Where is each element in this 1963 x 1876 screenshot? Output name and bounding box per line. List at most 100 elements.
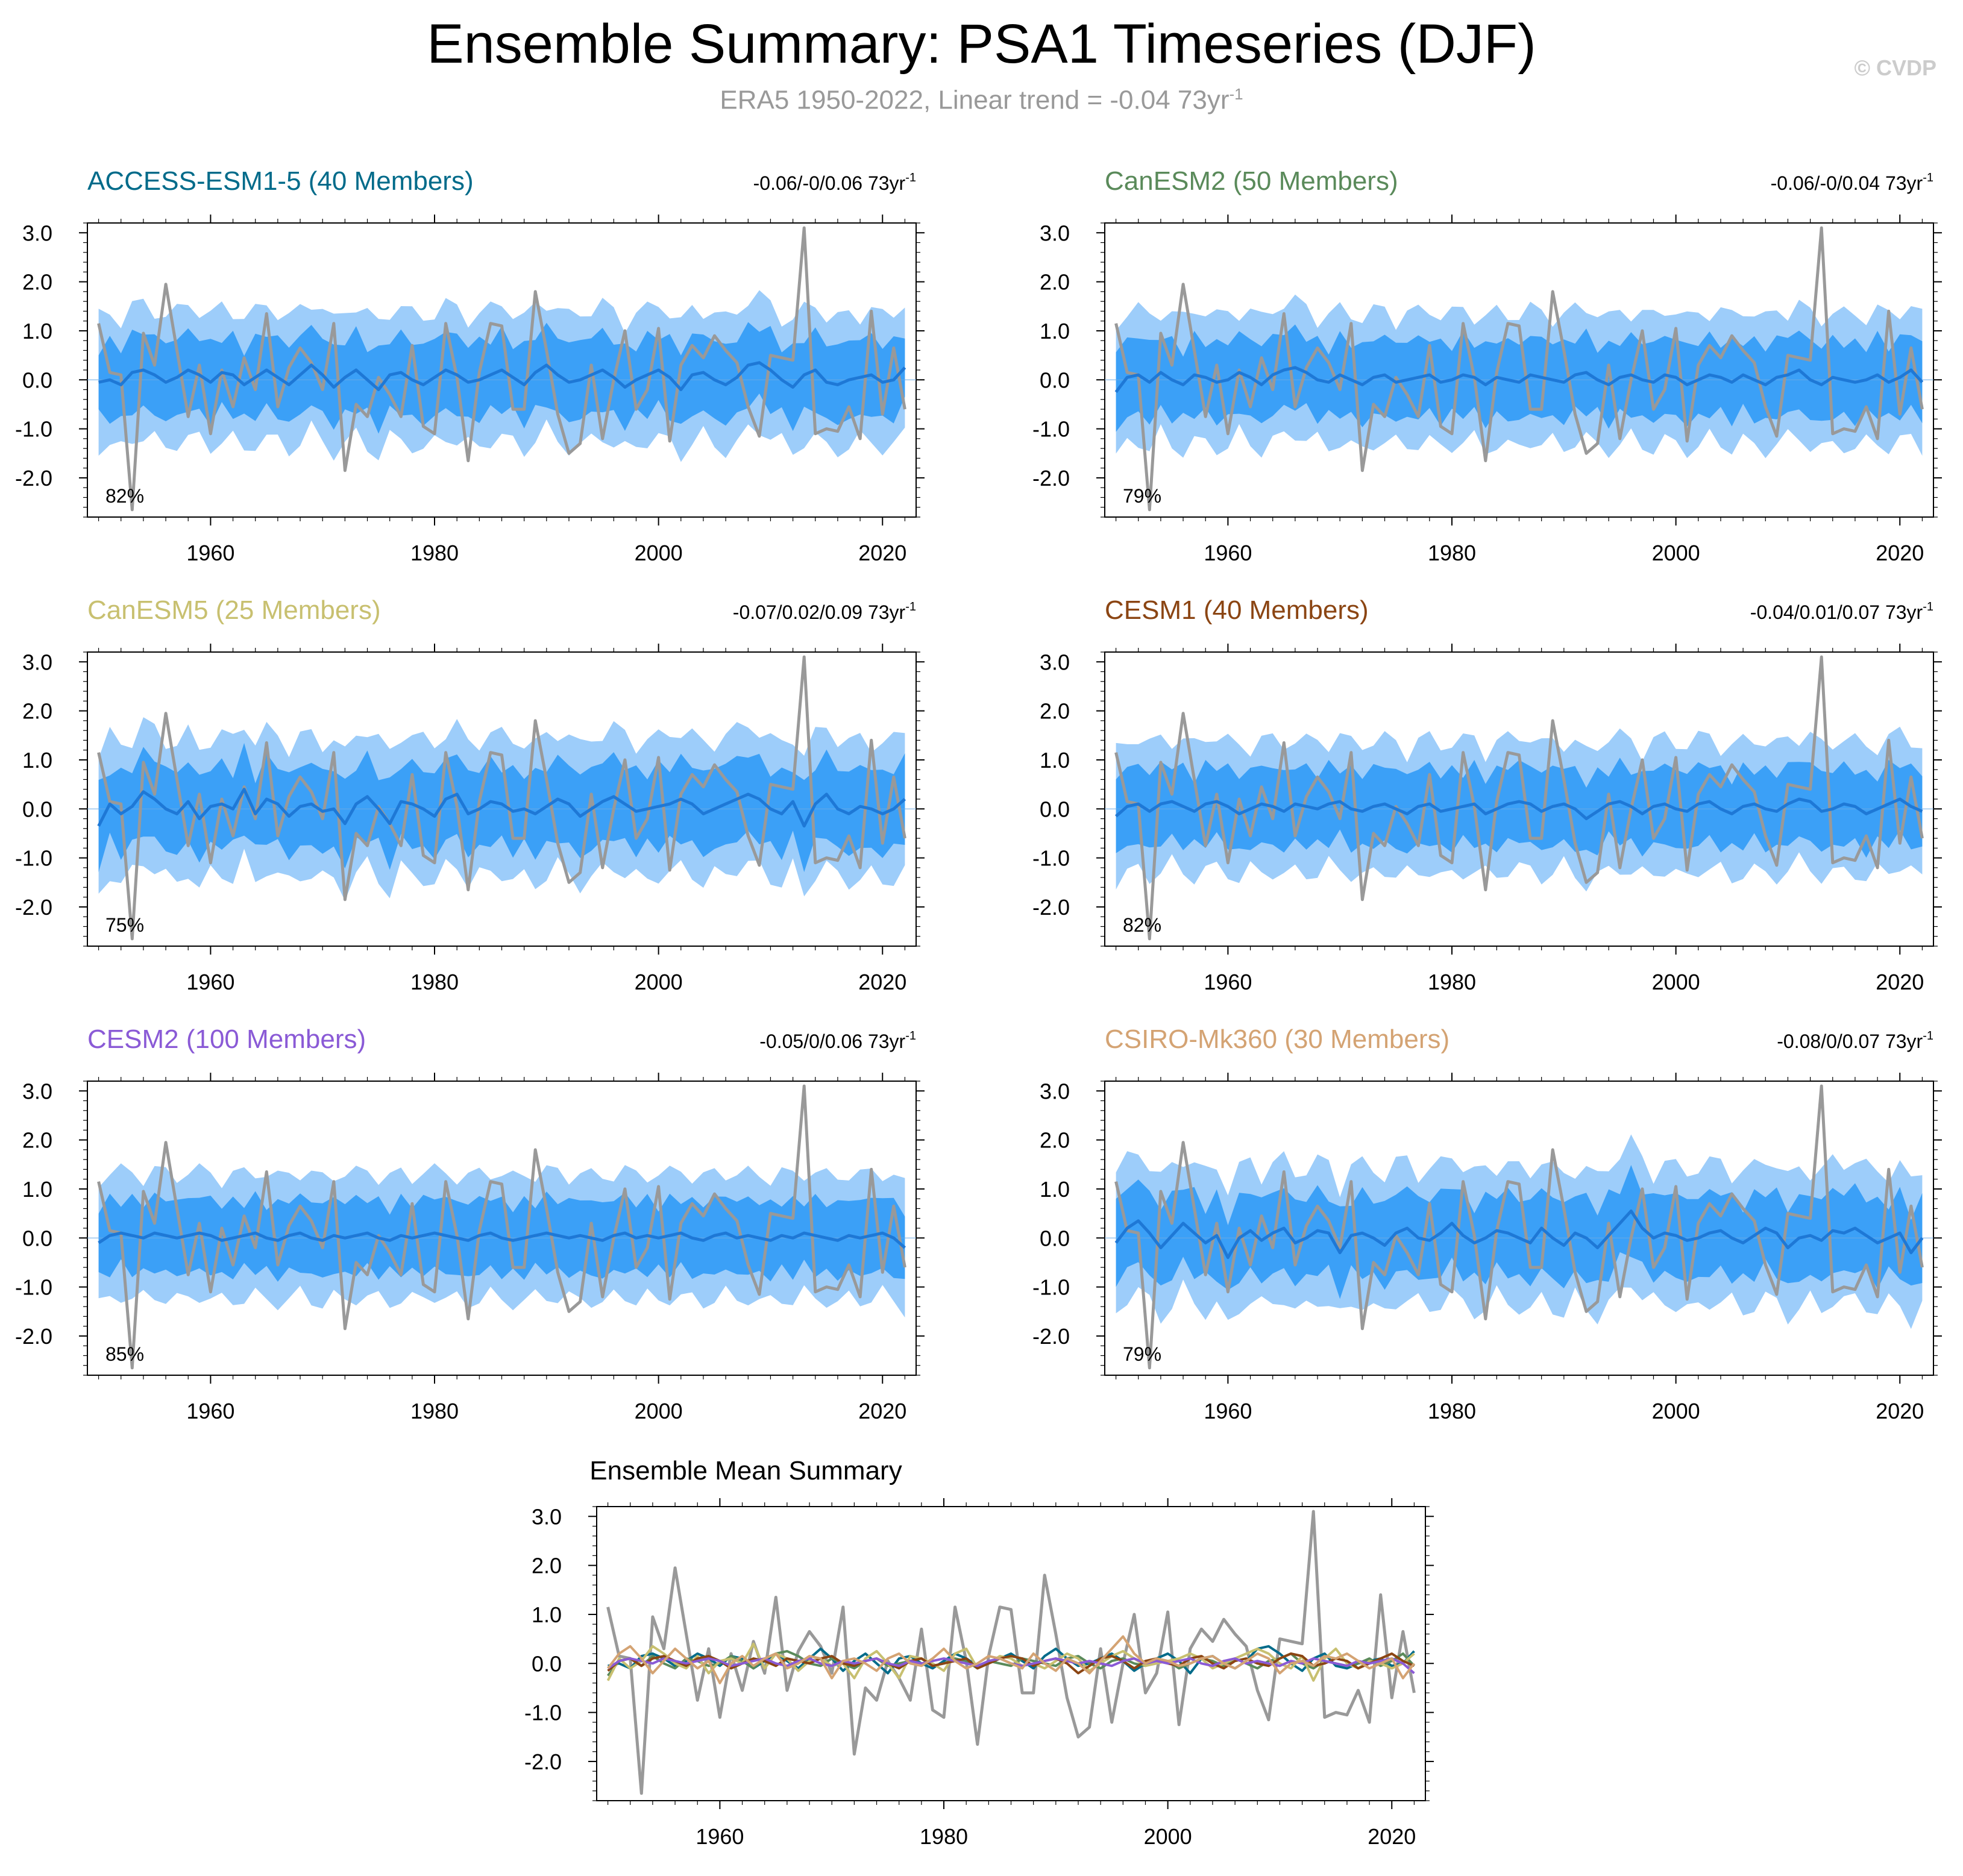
plot-area [1105, 1084, 1933, 1370]
y-tick-label: 0.0 [1040, 797, 1070, 821]
panel-title: Ensemble Mean Summary [589, 1456, 902, 1485]
y-tick-label: 2.0 [1040, 1128, 1070, 1153]
plot-area [87, 1084, 916, 1370]
observed-line [606, 1510, 1416, 1795]
panel-cesm2: CESM2 (100 Members) -0.05/0/0.06 73yr-1 3.… [15, 1024, 925, 1423]
y-tick-label: 1.0 [1040, 748, 1070, 773]
observed-line [1114, 655, 1924, 941]
x-tick-label: 1960 [186, 1399, 234, 1423]
plot-area [1105, 655, 1933, 941]
ensemble-mean-line [97, 788, 906, 828]
trend-label-superscript: -1 [1923, 1029, 1933, 1043]
x-tick-label: 1960 [1204, 541, 1252, 565]
y-tick-label: 0.0 [1040, 368, 1070, 392]
panel-csiro-mk360: CSIRO-Mk360 (30 Members) -0.08/0/0.07 73y… [1032, 1024, 1942, 1423]
y-tick-label: 3.0 [1040, 1079, 1070, 1103]
y-tick-label: -1.0 [15, 417, 52, 442]
x-tick-label: 1980 [410, 541, 459, 565]
y-tick-label: 1.0 [1040, 1177, 1070, 1202]
y-tick-label: -2.0 [1032, 466, 1070, 491]
trend-label: -0.04/0.01/0.07 73yr-1 [1750, 600, 1933, 623]
y-tick-label: 1.0 [1040, 319, 1070, 344]
panel-title: CanESM2 (50 Members) [1105, 166, 1398, 196]
trend-label: -0.06/-0/0.06 73yr-1 [753, 171, 916, 194]
x-tick-label: 1980 [1428, 1399, 1476, 1423]
y-tick-label: -1.0 [1032, 417, 1070, 442]
y-tick-label: 2.0 [1040, 270, 1070, 295]
y-tick-label: 2.0 [22, 699, 52, 724]
y-tick-label: 1.0 [22, 319, 52, 344]
y-tick-label: 2.0 [1040, 699, 1070, 724]
plot-area [87, 655, 916, 941]
y-tick-label: -2.0 [15, 1324, 52, 1349]
x-tick-label: 1960 [186, 970, 234, 994]
y-tick-label: 0.0 [22, 368, 52, 392]
plot-area [606, 1510, 1416, 1795]
y-tick-label: -1.0 [1032, 846, 1070, 871]
panel-canesm2: CanESM2 (50 Members) -0.06/-0/0.04 73yr-1… [1032, 166, 1942, 565]
ensemble-mean-line [98, 1231, 906, 1249]
y-tick-label: 1.0 [22, 1177, 52, 1202]
panel-title: ACCESS-ESM1-5 (40 Members) [87, 166, 474, 196]
x-tick-label: 2020 [1368, 1824, 1416, 1849]
y-tick-label: 0.0 [22, 797, 52, 821]
x-tick-label: 2020 [1876, 970, 1924, 994]
panel-title: CanESM5 (25 Members) [87, 595, 381, 625]
percent-label: 85% [105, 1343, 144, 1365]
subtitle-superscript: -1 [1229, 85, 1243, 103]
trend-label-superscript: -1 [905, 600, 916, 613]
inner-spread-band [1116, 324, 1923, 432]
y-tick-label: -2.0 [1032, 895, 1070, 920]
chart-subtitle: ERA5 1950-2022, Linear trend = -0.04 73y… [0, 77, 1963, 118]
percent-label: 82% [105, 485, 144, 507]
summary-mean-line-access-esm1-5 [608, 1645, 1415, 1675]
y-tick-label: 0.0 [532, 1651, 562, 1676]
y-tick-label: -1.0 [1032, 1275, 1070, 1300]
ensemble-mean-line [1114, 366, 1924, 394]
x-tick-label: 1980 [1428, 541, 1476, 565]
x-tick-label: 2000 [1652, 970, 1700, 994]
y-tick-label: 3.0 [1040, 221, 1070, 245]
trend-label-superscript: -1 [1923, 600, 1933, 613]
x-tick-label: 2020 [1876, 1399, 1924, 1423]
x-tick-label: 2000 [1144, 1824, 1192, 1849]
ensemble-mean-line [1114, 797, 1923, 820]
inner-spread-band [1116, 1165, 1923, 1299]
x-tick-label: 2020 [858, 541, 906, 565]
trend-label: -0.06/-0/0.04 73yr-1 [1771, 171, 1933, 194]
panel-cesm1: CESM1 (40 Members) -0.04/0.01/0.07 73yr-1… [1032, 595, 1942, 994]
ensemble-mean-line [1114, 1209, 1924, 1260]
panel-access-esm1-5: ACCESS-ESM1-5 (40 Members) -0.06/-0/0.06 … [15, 166, 925, 565]
x-tick-label: 2000 [635, 970, 683, 994]
ensemble-mean-line [98, 361, 906, 391]
x-tick-label: 1960 [696, 1824, 744, 1849]
y-tick-label: -1.0 [15, 1275, 52, 1300]
x-tick-label: 2000 [635, 541, 683, 565]
percent-label: 75% [105, 914, 144, 936]
trend-label: -0.08/0/0.07 73yr-1 [1777, 1029, 1933, 1052]
trend-label: -0.07/0.02/0.09 73yr-1 [733, 600, 916, 623]
y-tick-label: -2.0 [15, 895, 52, 920]
panel-canesm5: CanESM5 (25 Members) -0.07/0.02/0.09 73yr… [15, 595, 925, 994]
cvdp-watermark: © CVDP [1854, 55, 1936, 80]
observed-line [97, 226, 906, 512]
y-tick-label: -2.0 [524, 1749, 562, 1774]
plot-area [1105, 226, 1933, 512]
y-tick-label: -2.0 [15, 466, 52, 491]
x-tick-label: 2020 [858, 1399, 906, 1423]
y-tick-label: 1.0 [532, 1602, 562, 1627]
inner-spread-band [98, 742, 905, 873]
y-tick-label: 1.0 [22, 748, 52, 773]
panel-title: CSIRO-Mk360 (30 Members) [1105, 1024, 1449, 1054]
y-tick-label: 3.0 [22, 1079, 52, 1103]
trend-label-text: -0.05/0/0.06 73yr [759, 1031, 905, 1052]
subtitle-text: ERA5 1950-2022, Linear trend = -0.04 73y… [720, 85, 1230, 115]
y-tick-label: 3.0 [22, 650, 52, 674]
x-tick-label: 2000 [1652, 1399, 1700, 1423]
y-tick-label: 2.0 [22, 1128, 52, 1153]
panel-title: CESM2 (100 Members) [87, 1024, 366, 1054]
x-tick-label: 2000 [1652, 541, 1700, 565]
panel-title: CESM1 (40 Members) [1105, 595, 1369, 625]
percent-label: 82% [1123, 914, 1161, 936]
